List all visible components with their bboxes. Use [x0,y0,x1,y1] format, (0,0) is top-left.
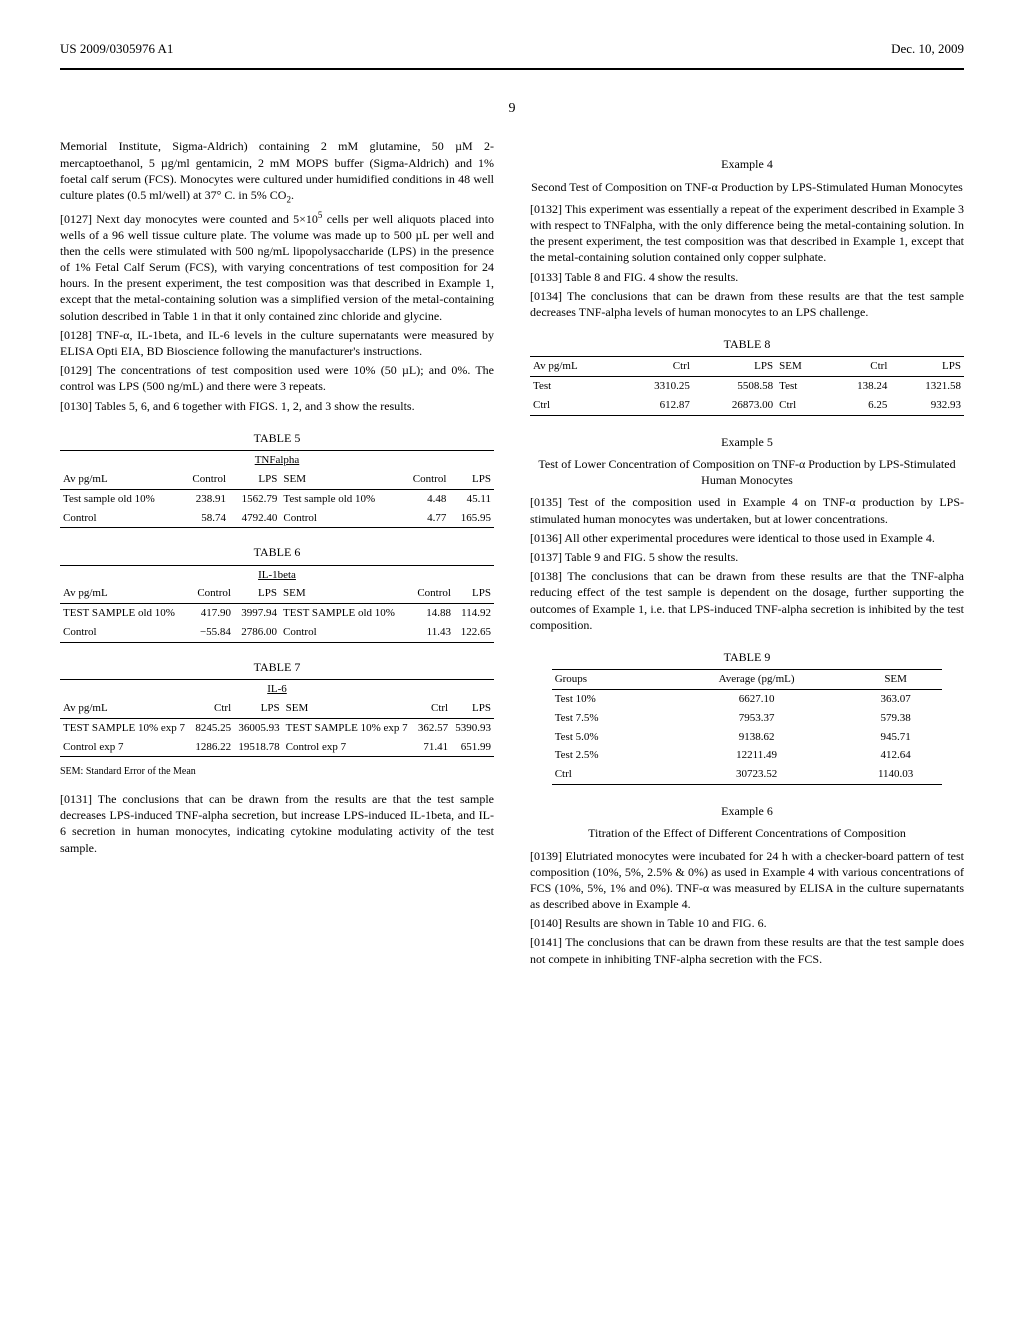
table7-title: TABLE 7 [60,659,494,675]
para-0135: [0135] Test of the composition used in E… [530,494,964,526]
table5-title: TABLE 5 [60,430,494,446]
para-0137: [0137] Table 9 and FIG. 5 show the resul… [530,549,964,565]
table9: GroupsAverage (pg/mL)SEM Test 10%6627.10… [552,669,943,785]
table5: TNFalpha Av pg/mLControlLPS SEMControlLP… [60,450,494,528]
para-0128: [0128] TNF-α, IL-1beta, and IL-6 levels … [60,327,494,359]
example6-heading: Example 6 [530,803,964,819]
page-number: 9 [60,100,964,119]
table6-title: TABLE 6 [60,544,494,560]
publication-number: US 2009/0305976 A1 [60,40,173,58]
para-0141: [0141] The conclusions that can be drawn… [530,934,964,966]
para-0131: [0131] The conclusions that can be drawn… [60,791,494,856]
content-columns: Memorial Institute, Sigma-Aldrich) conta… [60,138,964,969]
para-0130: [0130] Tables 5, 6, and 6 together with … [60,398,494,414]
publication-date: Dec. 10, 2009 [891,40,964,58]
para-0139: [0139] Elutriated monocytes were incubat… [530,848,964,913]
example5-heading: Example 5 [530,434,964,450]
example6-subtitle: Titration of the Effect of Different Con… [530,825,964,841]
table8: Av pg/mLCtrlLPS SEMCtrlLPS Test3310.2555… [530,356,964,416]
para-continuation: Memorial Institute, Sigma-Aldrich) conta… [60,138,494,205]
left-column: Memorial Institute, Sigma-Aldrich) conta… [60,138,494,969]
para-0138: [0138] The conclusions that can be drawn… [530,568,964,633]
para-0140: [0140] Results are shown in Table 10 and… [530,915,964,931]
table7: IL-6 Av pg/mLCtrlLPS SEMCtrlLPS TEST SAM… [60,679,494,757]
para-0134: [0134] The conclusions that can be drawn… [530,288,964,320]
page-header: US 2009/0305976 A1 Dec. 10, 2009 [60,40,964,58]
example4-subtitle: Second Test of Composition on TNF-α Prod… [530,179,964,195]
table7-footnote: SEM: Standard Error of the Mean [60,765,494,779]
table9-title: TABLE 9 [530,649,964,665]
table6: IL-1beta Av pg/mLControlLPS SEMControlLP… [60,565,494,643]
example5-subtitle: Test of Lower Concentration of Compositi… [530,456,964,488]
right-column: Example 4 Second Test of Composition on … [530,138,964,969]
para-0133: [0133] Table 8 and FIG. 4 show the resul… [530,269,964,285]
para-0129: [0129] The concentrations of test compos… [60,362,494,394]
example4-heading: Example 4 [530,156,964,172]
header-rule [60,68,964,70]
table8-title: TABLE 8 [530,336,964,352]
para-0127: [0127] Next day monocytes were counted a… [60,209,494,324]
para-0136: [0136] All other experimental procedures… [530,530,964,546]
para-0132: [0132] This experiment was essentially a… [530,201,964,266]
